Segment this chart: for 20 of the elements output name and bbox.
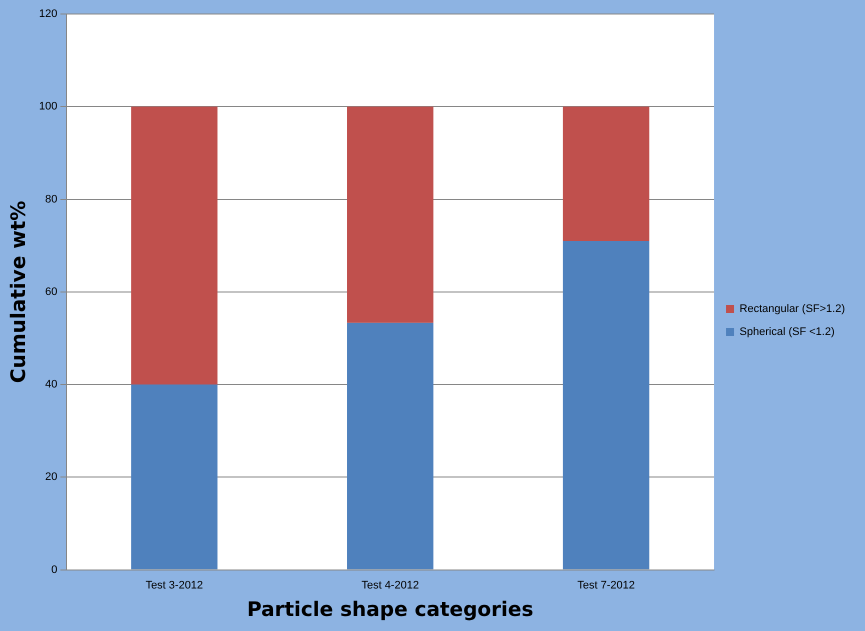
y-tick-label: 20 — [45, 471, 58, 484]
bar — [562, 240, 650, 570]
y-tick-label: 60 — [45, 286, 58, 298]
x-tick-label: Test 4-2012 — [361, 579, 419, 592]
y-tick-label: 80 — [45, 193, 58, 206]
bar — [347, 322, 434, 570]
bar — [562, 106, 650, 241]
bar — [347, 106, 434, 323]
legend-label: Rectangular (SF>1.2) — [740, 303, 845, 316]
y-tick-label: 100 — [38, 100, 58, 113]
y-tick-label: 40 — [45, 378, 58, 391]
legend-label: Spherical (SF <1.2) — [740, 326, 835, 338]
bar — [131, 384, 218, 570]
x-tick-label: Test 3-2012 — [146, 579, 204, 592]
x-axis-title: Particle shape categories — [247, 597, 534, 622]
bar — [131, 106, 218, 385]
y-axis-title: Cumulative wt% — [6, 200, 30, 384]
x-tick-label: Test 7-2012 — [577, 579, 635, 592]
y-tick-label: 0 — [51, 564, 58, 576]
y-tick-label: 120 — [38, 8, 58, 20]
